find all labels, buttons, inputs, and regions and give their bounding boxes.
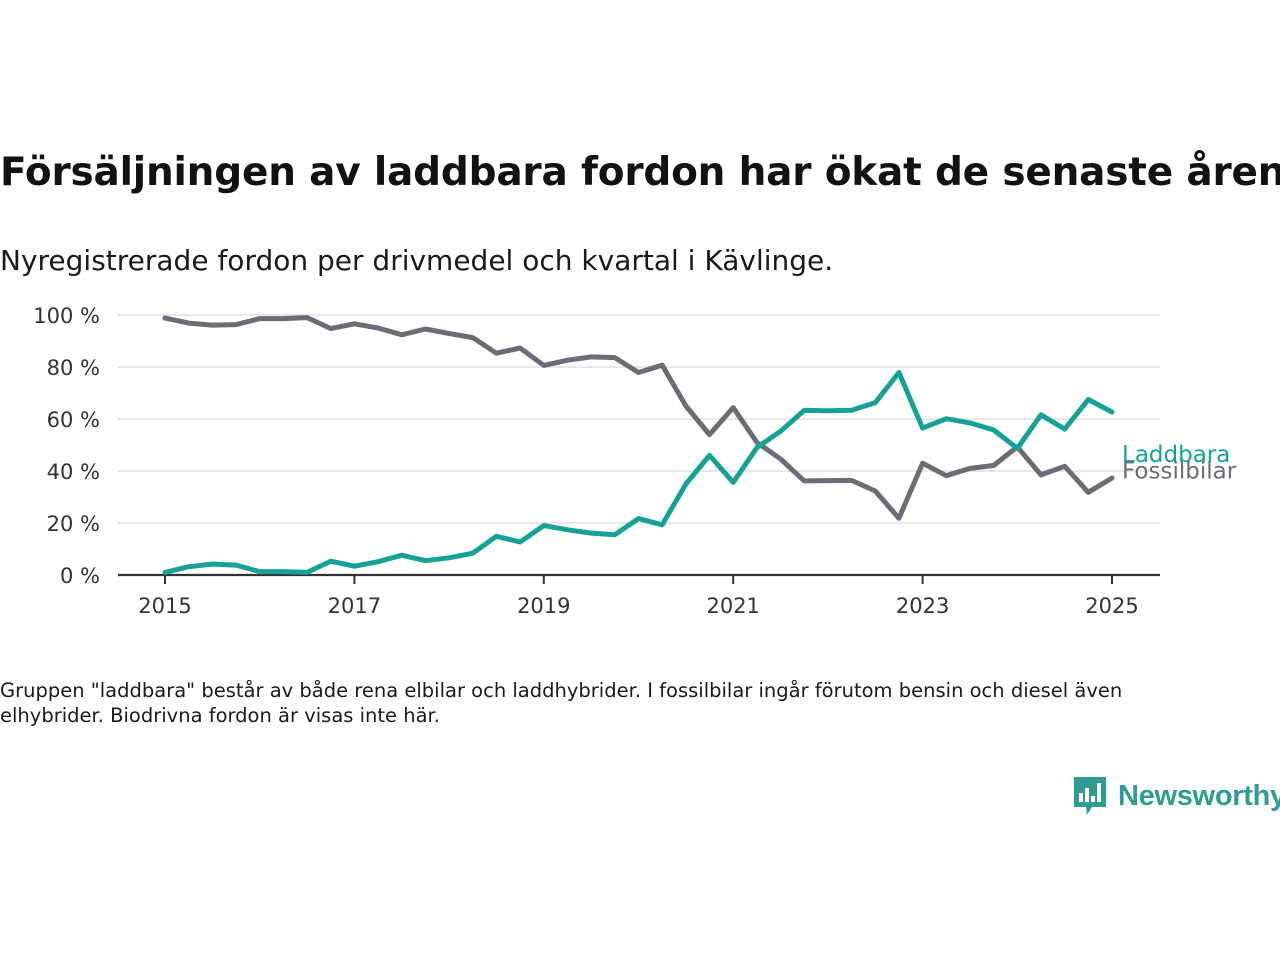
- x-tick-label: 2023: [896, 594, 949, 618]
- chart-title: Försäljningen av laddbara fordon har öka…: [0, 150, 1280, 195]
- y-tick-label: 20 %: [47, 512, 100, 536]
- y-tick-label: 0 %: [60, 564, 100, 588]
- bar-chart-speech-bubble-icon: [1074, 777, 1106, 815]
- y-axis-labels: 0 % 20 % 40 % 60 % 80 % 100 %: [33, 304, 100, 588]
- newsworthy-logo[interactable]: Newsworthy: [1072, 775, 1280, 817]
- series-label-laddbara: Laddbara: [1122, 442, 1230, 468]
- series-label-fossilbilar: Fossilbilar: [1122, 458, 1237, 484]
- y-tick-label: 40 %: [47, 460, 100, 484]
- brand-name: Newsworthy: [1118, 779, 1280, 812]
- x-tick-label: 2019: [517, 594, 570, 618]
- y-tick-label: 60 %: [47, 408, 100, 432]
- x-tick-label: 2015: [138, 594, 191, 618]
- series-lines: [162, 315, 1115, 575]
- chart-subtitle: Nyregistrerade fordon per drivmedel och …: [0, 244, 834, 277]
- x-tick-label: 2017: [328, 594, 381, 618]
- x-tick-label: 2021: [706, 594, 759, 618]
- chart-footnote: Gruppen "laddbara" består av både rena e…: [0, 679, 1123, 727]
- x-axis: 2015 2017 2019 2021 2023 2025: [118, 573, 1160, 618]
- y-tick-label: 100 %: [33, 304, 100, 328]
- line-chart: 0 % 20 % 40 % 60 % 80 % 100 % 2015 2017 2019 202…: [33, 304, 1237, 618]
- series-line-fossilbilar: [162, 315, 1115, 521]
- x-tick-label: 2025: [1085, 594, 1138, 618]
- series-line-laddbara: [162, 370, 1115, 575]
- grid-lines: [118, 314, 1160, 524]
- y-tick-label: 80 %: [47, 356, 100, 380]
